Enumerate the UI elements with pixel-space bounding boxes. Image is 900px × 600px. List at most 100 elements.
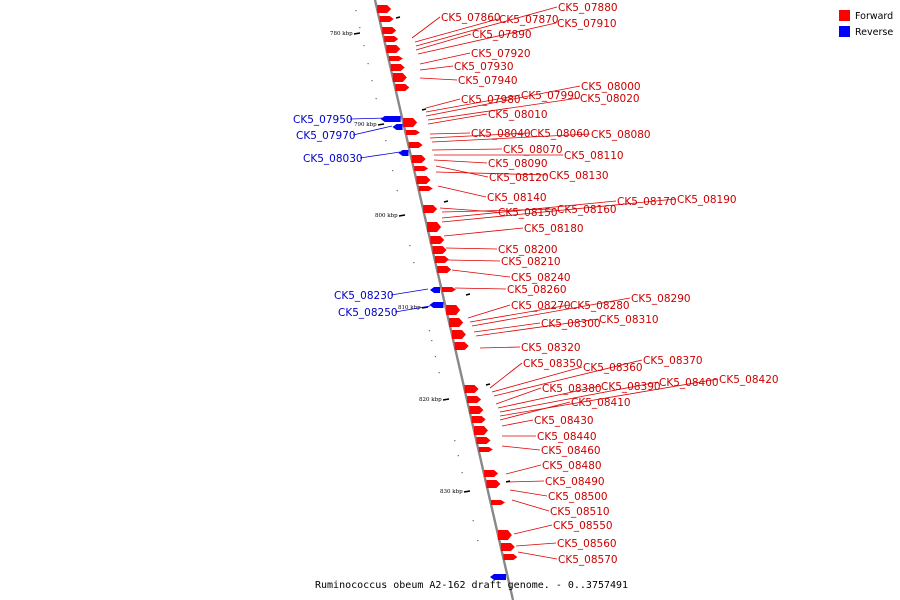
- feature-marker: [443, 200, 449, 203]
- forward-gene-arrow: [416, 176, 431, 184]
- forward-gene-label: CK5_08140: [487, 192, 547, 204]
- genome-backbone: [373, 0, 515, 600]
- forward-gene-label: CK5_08130: [549, 170, 609, 182]
- tick-dot: [385, 140, 387, 142]
- forward-label-leader: [517, 551, 558, 560]
- reverse-label-leader: [394, 305, 431, 313]
- forward-gene-label: CK5_08240: [511, 272, 571, 284]
- tick-dot: [363, 45, 365, 47]
- forward-gene-arrow: [503, 554, 518, 560]
- forward-gene-arrow: [403, 118, 418, 127]
- forward-gene-arrow: [464, 385, 479, 393]
- forward-gene-arrow: [446, 305, 461, 315]
- legend-swatch-reverse: [839, 26, 850, 37]
- forward-gene-label: CK5_08420: [719, 374, 779, 386]
- tick-dot: [367, 63, 369, 65]
- forward-label-leader: [499, 378, 719, 417]
- forward-gene-arrow: [395, 84, 410, 91]
- forward-label-leader: [415, 6, 558, 47]
- forward-label-leader: [475, 318, 599, 337]
- forward-gene-label: CK5_08150: [498, 207, 558, 219]
- forward-gene-label: CK5_08320: [521, 342, 581, 354]
- forward-label-leader: [451, 269, 511, 278]
- forward-gene-label: CK5_08070: [503, 144, 563, 156]
- forward-gene-label: CK5_07860: [441, 12, 501, 24]
- tick-dot: [375, 98, 377, 100]
- forward-gene-arrow: [500, 543, 515, 551]
- forward-gene-arrow: [392, 73, 407, 82]
- forward-label-leader: [427, 97, 580, 121]
- forward-gene-label: CK5_08190: [677, 194, 737, 206]
- tick-dot: [396, 190, 398, 192]
- feature-marker: [421, 108, 427, 111]
- forward-label-leader: [441, 208, 557, 213]
- forward-gene-label: CK5_08180: [524, 223, 584, 235]
- forward-gene-label: CK5_08360: [583, 362, 643, 374]
- forward-label-leader: [439, 207, 498, 213]
- feature-marker: [485, 383, 491, 386]
- forward-gene-arrow: [377, 5, 392, 13]
- legend-label-forward: Forward: [855, 11, 893, 22]
- forward-gene-arrow: [437, 266, 452, 273]
- forward-gene-arrow: [478, 447, 493, 452]
- forward-gene-label: CK5_08480: [542, 460, 602, 472]
- axis-tick: [398, 214, 406, 217]
- tick-dot: [461, 472, 463, 474]
- forward-gene-arrow: [427, 222, 442, 232]
- axis-tick-label: 780 kbp: [330, 31, 353, 37]
- forward-gene-label: CK5_08460: [541, 445, 601, 457]
- forward-gene-arrow: [497, 530, 512, 540]
- forward-gene-label: CK5_07880: [558, 2, 618, 14]
- forward-gene-label: CK5_08410: [571, 397, 631, 409]
- forward-gene-arrow: [386, 45, 401, 53]
- axis-tick: [421, 306, 429, 309]
- forward-label-leader: [435, 171, 549, 176]
- forward-label-leader: [509, 489, 548, 497]
- forward-gene-arrow: [442, 287, 457, 292]
- forward-gene-arrow: [411, 155, 426, 163]
- forward-label-leader: [445, 247, 498, 250]
- forward-label-leader: [415, 33, 472, 51]
- forward-label-leader: [441, 200, 617, 219]
- axis-tick: [377, 123, 385, 126]
- forward-gene-arrow: [434, 256, 449, 263]
- forward-gene-label: CK5_08550: [553, 520, 613, 532]
- reverse-gene-arrow: [430, 287, 441, 293]
- forward-label-leader: [479, 346, 521, 349]
- forward-gene-label: CK5_08510: [550, 506, 610, 518]
- reverse-gene-arrow: [398, 150, 409, 156]
- forward-label-leader: [419, 77, 458, 81]
- tick-dot: [434, 356, 437, 358]
- reverse-gene-label: CK5_07950: [293, 114, 353, 126]
- forward-gene-label: CK5_07890: [472, 29, 532, 41]
- forward-gene-arrow: [471, 416, 486, 423]
- forward-gene-label: CK5_08010: [488, 109, 548, 121]
- forward-gene-arrow: [467, 396, 482, 403]
- forward-label-leader: [437, 185, 487, 198]
- forward-gene-label: CK5_08440: [537, 431, 597, 443]
- forward-gene-label: CK5_08300: [541, 318, 601, 330]
- tick-dot: [431, 340, 433, 342]
- forward-gene-label: CK5_08280: [570, 300, 630, 312]
- forward-label-leader: [505, 464, 542, 475]
- forward-gene-label: CK5_08390: [601, 381, 661, 393]
- forward-label-leader: [425, 98, 461, 109]
- forward-gene-label: CK5_08120: [489, 172, 549, 184]
- forward-label-leader: [511, 499, 550, 512]
- forward-gene-arrow: [454, 342, 469, 350]
- forward-gene-arrow: [486, 480, 501, 488]
- forward-gene-label: CK5_07870: [499, 14, 559, 26]
- forward-label-leader: [501, 445, 541, 451]
- forward-gene-arrow: [418, 186, 433, 191]
- forward-label-leader: [491, 366, 583, 393]
- axis-tick-label: 830 kbp: [440, 489, 463, 495]
- feature-marker: [505, 480, 511, 483]
- forward-gene-arrow: [469, 406, 484, 414]
- forward-gene-label: CK5_08570: [558, 554, 618, 566]
- reverse-label-leader: [349, 117, 389, 120]
- forward-gene-arrow: [390, 64, 405, 71]
- reverse-gene-label: CK5_08030: [303, 153, 363, 165]
- forward-gene-arrow: [451, 330, 466, 339]
- forward-gene-label: CK5_08350: [523, 358, 583, 370]
